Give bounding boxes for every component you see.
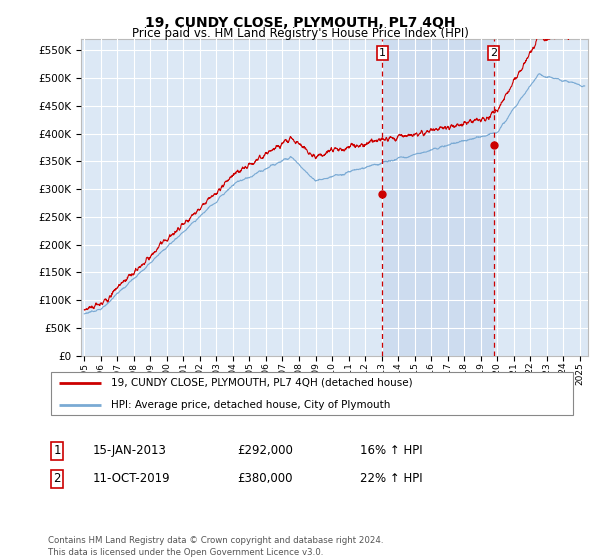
Text: £380,000: £380,000 (237, 472, 293, 486)
Text: HPI: Average price, detached house, City of Plymouth: HPI: Average price, detached house, City… (112, 400, 391, 410)
Text: 2: 2 (490, 48, 497, 58)
Text: Price paid vs. HM Land Registry's House Price Index (HPI): Price paid vs. HM Land Registry's House … (131, 27, 469, 40)
Text: 22% ↑ HPI: 22% ↑ HPI (360, 472, 422, 486)
Text: 2: 2 (53, 472, 61, 486)
Text: 19, CUNDY CLOSE, PLYMOUTH, PL7 4QH (detached house): 19, CUNDY CLOSE, PLYMOUTH, PL7 4QH (deta… (112, 378, 413, 388)
Text: 1: 1 (379, 48, 386, 58)
Text: 15-JAN-2013: 15-JAN-2013 (93, 444, 167, 458)
Bar (382, 39, 494, 356)
Text: 1: 1 (53, 444, 61, 458)
Text: £292,000: £292,000 (237, 444, 293, 458)
Text: 16% ↑ HPI: 16% ↑ HPI (360, 444, 422, 458)
FancyBboxPatch shape (50, 372, 574, 415)
Text: Contains HM Land Registry data © Crown copyright and database right 2024.
This d: Contains HM Land Registry data © Crown c… (48, 536, 383, 557)
Text: 19, CUNDY CLOSE, PLYMOUTH, PL7 4QH: 19, CUNDY CLOSE, PLYMOUTH, PL7 4QH (145, 16, 455, 30)
Text: 11-OCT-2019: 11-OCT-2019 (93, 472, 170, 486)
